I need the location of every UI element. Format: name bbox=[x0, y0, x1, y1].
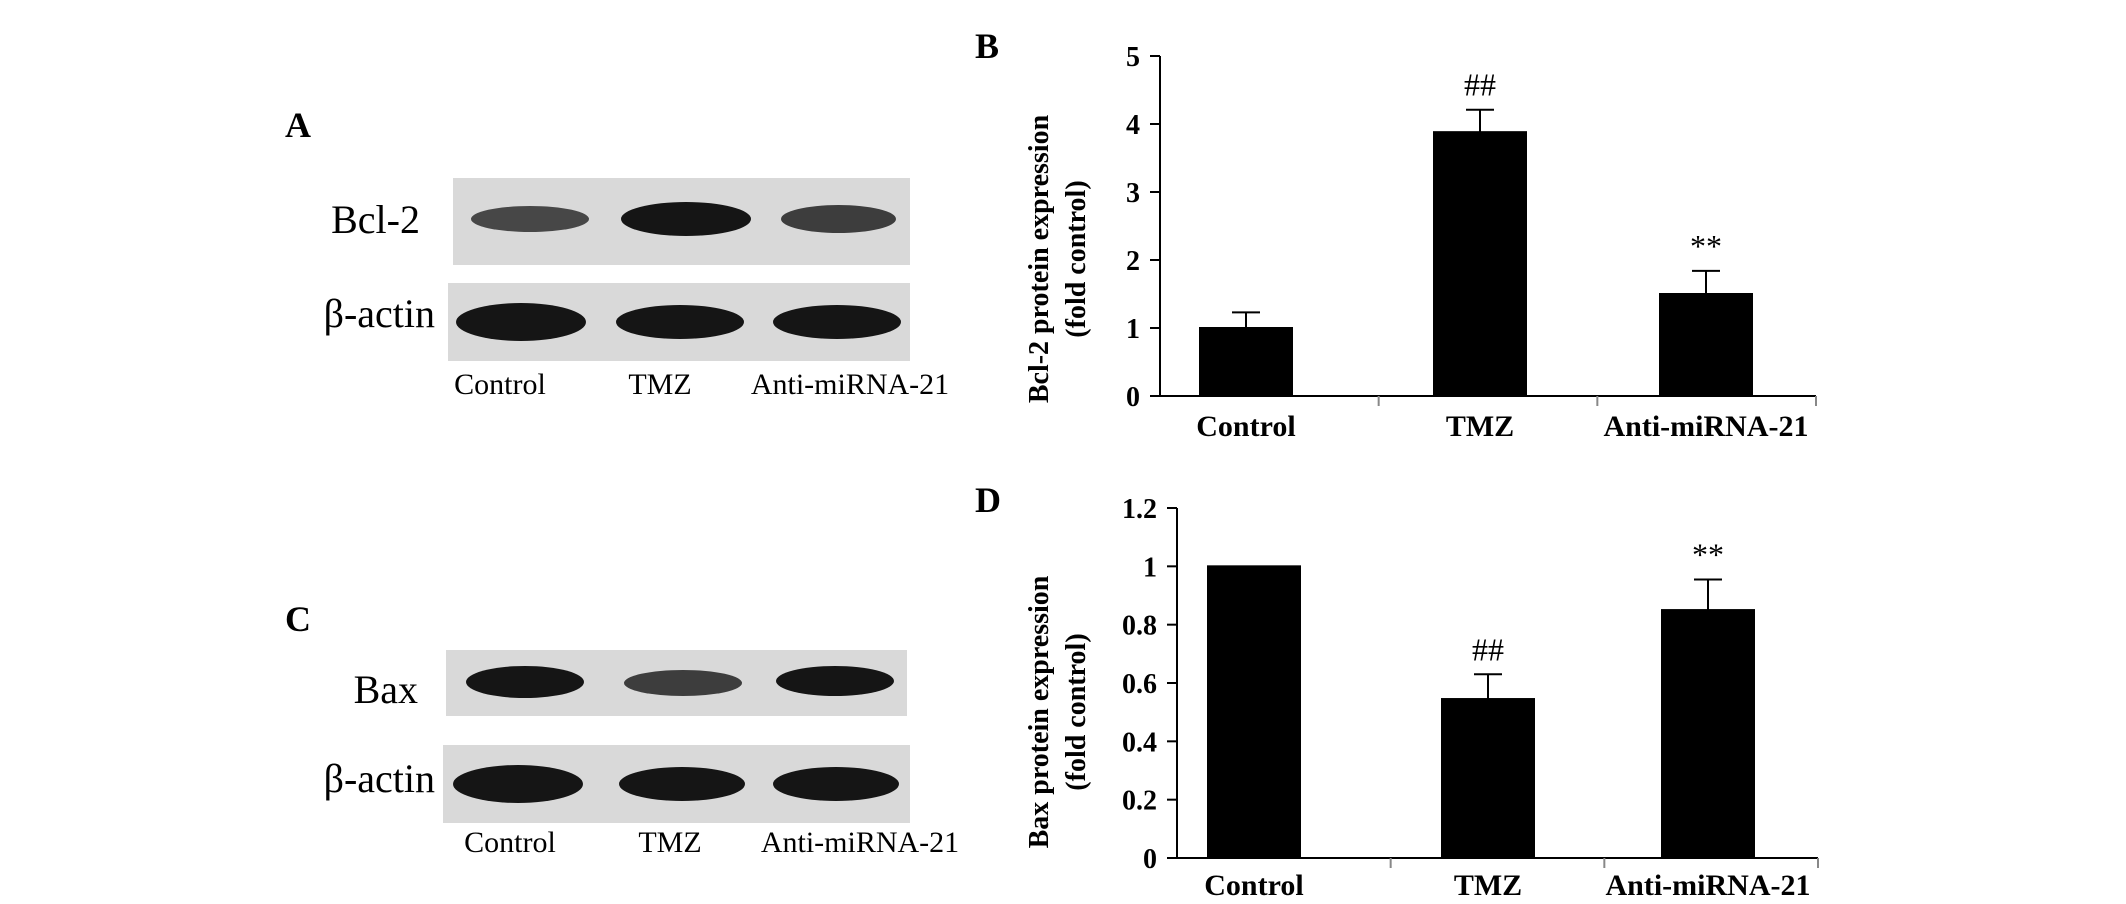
chart-b-significance-mark: ** bbox=[1690, 228, 1722, 264]
chart-b-ytick-label: 1 bbox=[1126, 314, 1140, 345]
lane-label-c-control: Control bbox=[464, 826, 556, 859]
chart-b-category-label: Anti-miRNA-21 bbox=[1604, 410, 1809, 443]
beta-actin-label-c: β-actin bbox=[323, 756, 435, 801]
actin-c-band-control bbox=[453, 765, 583, 803]
chart-b-significance-mark: ## bbox=[1464, 67, 1496, 103]
chart-b-ytick-label: 0 bbox=[1126, 382, 1140, 413]
actin-c-band-tmz bbox=[619, 767, 745, 801]
bax-band-tmz bbox=[624, 670, 742, 696]
bcl2-blot-label: Bcl-2 bbox=[331, 197, 420, 242]
chart-d-ylabel-unit: (fold control) bbox=[1061, 633, 1092, 790]
bcl2-band-control bbox=[471, 206, 589, 232]
beta-actin-blot-image-c bbox=[443, 745, 910, 823]
bax-blot-image bbox=[446, 650, 907, 716]
panel-c-letter: C bbox=[285, 599, 311, 639]
chart-b-bar bbox=[1199, 327, 1293, 397]
panel-d-letter: D bbox=[975, 480, 1001, 520]
chart-d-significance-mark: ** bbox=[1692, 536, 1724, 572]
chart-d-category-label: Anti-miRNA-21 bbox=[1606, 869, 1811, 902]
chart-d-bar bbox=[1207, 565, 1301, 859]
chart-d-category-label: Control bbox=[1204, 869, 1303, 902]
bax-band-control bbox=[466, 666, 584, 698]
chart-b-ytick-label: 4 bbox=[1126, 110, 1140, 141]
panel-b-letter: B bbox=[975, 26, 999, 66]
lane-label-a-tmz: TMZ bbox=[628, 368, 692, 401]
chart-b-category-label: TMZ bbox=[1446, 410, 1514, 443]
chart-d-bar bbox=[1661, 609, 1755, 859]
chart-d-category-label: TMZ bbox=[1454, 869, 1522, 902]
chart-d-ylabel: Bax protein expression bbox=[1024, 575, 1055, 848]
chart-b-bar bbox=[1659, 293, 1753, 397]
actin-a-band-anti-mirna bbox=[773, 305, 901, 339]
chart-d-ytick-label: 0.6 bbox=[1122, 669, 1157, 700]
chart-b-category-label: Control bbox=[1196, 410, 1295, 443]
chart-d-ytick-label: 0.2 bbox=[1122, 786, 1157, 817]
beta-actin-label-a: β-actin bbox=[323, 291, 435, 336]
chart-d-bar bbox=[1441, 698, 1535, 860]
lane-label-a-anti-mirna: Anti-miRNA-21 bbox=[750, 368, 950, 401]
panel-a-letter: A bbox=[285, 105, 311, 145]
beta-actin-blot-image-a bbox=[448, 283, 910, 361]
chart-b-ylabel: Bcl-2 protein expression bbox=[1024, 114, 1055, 403]
chart-d-ytick-label: 0.8 bbox=[1122, 611, 1157, 642]
lane-label-a-control: Control bbox=[454, 368, 546, 401]
bcl2-band-tmz bbox=[621, 202, 751, 236]
bax-blot-label: Bax bbox=[353, 667, 418, 712]
chart-d-ytick-label: 1.2 bbox=[1122, 494, 1157, 525]
bcl2-band-anti-mirna bbox=[781, 205, 896, 233]
bax-band-anti-mirna bbox=[776, 666, 894, 696]
chart-b-ytick-label: 2 bbox=[1126, 246, 1140, 277]
actin-c-band-anti-mirna bbox=[773, 767, 899, 801]
chart-b-bar bbox=[1433, 131, 1527, 397]
chart-b-ylabel-unit: (fold control) bbox=[1061, 180, 1092, 337]
chart-d-ytick-label: 0.4 bbox=[1122, 727, 1157, 758]
bcl2-blot-image bbox=[453, 178, 910, 265]
actin-a-band-tmz bbox=[616, 305, 744, 339]
lane-label-c-anti-mirna: Anti-miRNA-21 bbox=[760, 826, 960, 859]
chart-d-significance-mark: ## bbox=[1472, 631, 1504, 667]
chart-d-ytick-label: 1 bbox=[1143, 552, 1157, 583]
chart-d-ytick-label: 0 bbox=[1143, 844, 1157, 875]
chart-b-ytick-label: 3 bbox=[1126, 178, 1140, 209]
actin-a-band-control bbox=[456, 303, 586, 341]
lane-label-c-tmz: TMZ bbox=[638, 826, 702, 859]
chart-b-ytick-label: 5 bbox=[1126, 42, 1140, 73]
